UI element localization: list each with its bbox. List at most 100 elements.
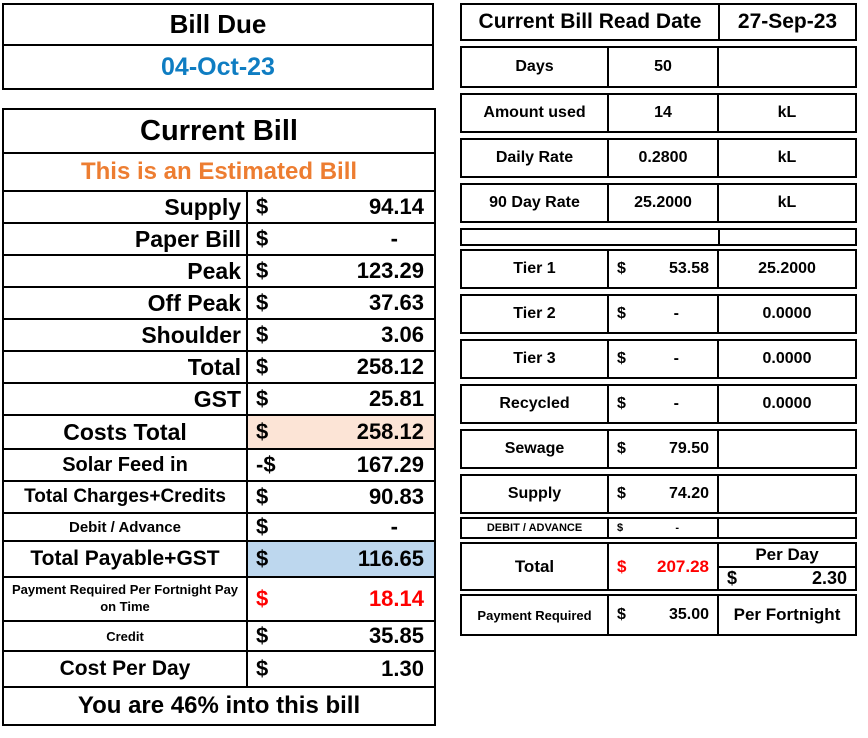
row-value: 258.12 (356, 419, 424, 444)
row-label-supply: Supply (2, 190, 248, 224)
row-value-cell: $ 25.81 (246, 382, 436, 416)
row-amount: $ - (607, 519, 717, 537)
table-row: Cost Per Day $ 1.30 (2, 650, 436, 688)
row-rate (717, 519, 855, 537)
table-row-recycled: Recycled $ - 0.0000 (460, 384, 857, 424)
currency-symbol: $ (727, 568, 738, 588)
row-value: - (390, 514, 398, 539)
amount-value: - (673, 350, 679, 367)
currency-symbol: $ (617, 556, 627, 576)
row-value: 50 (607, 48, 717, 86)
row-label-gst: GST (2, 382, 248, 416)
row-label: Tier 3 (513, 350, 556, 367)
table-row-amount-used: Amount used 14 kL (460, 93, 857, 133)
row-label-credit: Credit (2, 620, 248, 652)
read-date-header-row: Current Bill Read Date 27-Sep-23 (460, 3, 857, 41)
row-unit: kL (717, 95, 855, 131)
table-row-tier-3: Tier 3 $ - 0.0000 (460, 339, 857, 379)
table-row: Total Payable+GST $ 116.65 (2, 540, 436, 578)
row-value-cell: $ - (246, 512, 436, 542)
table-row-payment-required: Payment Required $ 35.00 Per Fortnight (460, 594, 857, 636)
row-value: 1.30 (381, 656, 424, 681)
amount-value: - (675, 522, 679, 534)
row-amount: $ 35.00 (607, 596, 717, 634)
total-value: 207.28 (657, 556, 709, 576)
per-day-amount: $ 2.30 (719, 568, 855, 589)
currency-symbol: $ (256, 656, 269, 681)
row-label: Daily Rate (495, 149, 574, 166)
table-row: Credit $ 35.85 (2, 620, 436, 652)
row-value: 90.83 (368, 484, 424, 509)
spacer-row (460, 228, 857, 246)
bill-due-title: Bill Due (2, 3, 434, 46)
currency-symbol: $ (256, 514, 269, 539)
row-label-payment-required-fortnight: Payment Required Per Fortnight Pay on Ti… (2, 576, 248, 622)
row-unit (717, 48, 855, 86)
row-label: Supply (507, 485, 562, 502)
row-rate (717, 476, 855, 512)
read-date-label: Current Bill Read Date (478, 10, 702, 33)
amount-value: 53.58 (668, 260, 709, 277)
currency-symbol: $ (256, 226, 269, 251)
row-label-total: Total (2, 350, 248, 384)
row-value: - (390, 226, 398, 251)
currency-symbol: $ (256, 386, 269, 411)
currency-symbol: $ (617, 395, 626, 412)
row-label-solar-feed-in: Solar Feed in (2, 448, 248, 482)
currency-symbol: $ (256, 258, 269, 283)
row-unit: Per Fortnight (717, 596, 855, 634)
row-label-off-peak: Off Peak (2, 286, 248, 320)
currency-symbol: $ (256, 546, 269, 571)
row-amount: $ - (607, 296, 717, 332)
currency-symbol: $ (256, 586, 269, 611)
table-row: Supply $ 94.14 (2, 190, 436, 224)
per-day-value: 2.30 (811, 568, 847, 588)
row-label: 90 Day Rate (489, 194, 580, 211)
table-row: Paper Bill $ - (2, 222, 436, 256)
table-row: Debit / Advance $ - (2, 512, 436, 542)
table-row: Off Peak $ 37.63 (2, 286, 436, 320)
table-row: Total Charges+Credits $ 90.83 (2, 480, 436, 514)
table-row-90-day-rate: 90 Day Rate 25.2000 kL (460, 183, 857, 223)
row-label-total-payable-gst: Total Payable+GST (2, 540, 248, 578)
row-label-peak: Peak (2, 254, 248, 288)
currency-symbol: -$ (256, 452, 276, 477)
amount-value: 35.00 (668, 606, 709, 623)
total-amount: $ 207.28 (607, 544, 717, 589)
table-row: Payment Required Per Fortnight Pay on Ti… (2, 576, 436, 622)
currency-symbol: $ (617, 305, 626, 322)
row-value: 35.85 (368, 623, 424, 648)
currency-symbol: $ (256, 419, 269, 444)
currency-symbol: $ (617, 606, 626, 623)
per-day-label: Per Day (719, 544, 855, 568)
row-rate (717, 431, 855, 467)
row-label-costs-total: Costs Total (2, 414, 248, 450)
row-rate: 0.0000 (717, 296, 855, 332)
current-bill-table: Current Bill This is an Estimated Bill S… (2, 108, 436, 726)
row-label-paper-bill: Paper Bill (2, 222, 248, 256)
row-value-cell: $ - (246, 222, 436, 256)
table-row: GST $ 25.81 (2, 382, 436, 416)
estimated-bill-note: This is an Estimated Bill (2, 152, 436, 192)
currency-symbol: $ (617, 350, 626, 367)
row-label: Days (515, 58, 554, 75)
currency-symbol: $ (617, 522, 624, 534)
row-value: 18.14 (368, 586, 424, 611)
row-label: Payment Required (477, 607, 592, 623)
row-value-cell: $ 1.30 (246, 650, 436, 688)
table-row: Solar Feed in -$ 167.29 (2, 448, 436, 482)
row-value-cell: $ 94.14 (246, 190, 436, 224)
bill-progress-note: You are 46% into this bill (2, 686, 436, 726)
table-row-daily-rate: Daily Rate 0.2800 kL (460, 138, 857, 178)
row-label: Tier 1 (513, 260, 556, 277)
current-bill-title: Current Bill (2, 108, 436, 154)
row-value-cell: $ 90.83 (246, 480, 436, 514)
currency-symbol: $ (256, 290, 269, 315)
table-row-tier-1: Tier 1 $ 53.58 25.2000 (460, 249, 857, 289)
row-value: 37.63 (368, 290, 424, 315)
row-value-cell: $ 35.85 (246, 620, 436, 652)
row-value-cell: $ 258.12 (246, 350, 436, 384)
total-payable-highlight-cell: $ 116.65 (246, 540, 436, 578)
table-row: Total $ 258.12 (2, 350, 436, 384)
